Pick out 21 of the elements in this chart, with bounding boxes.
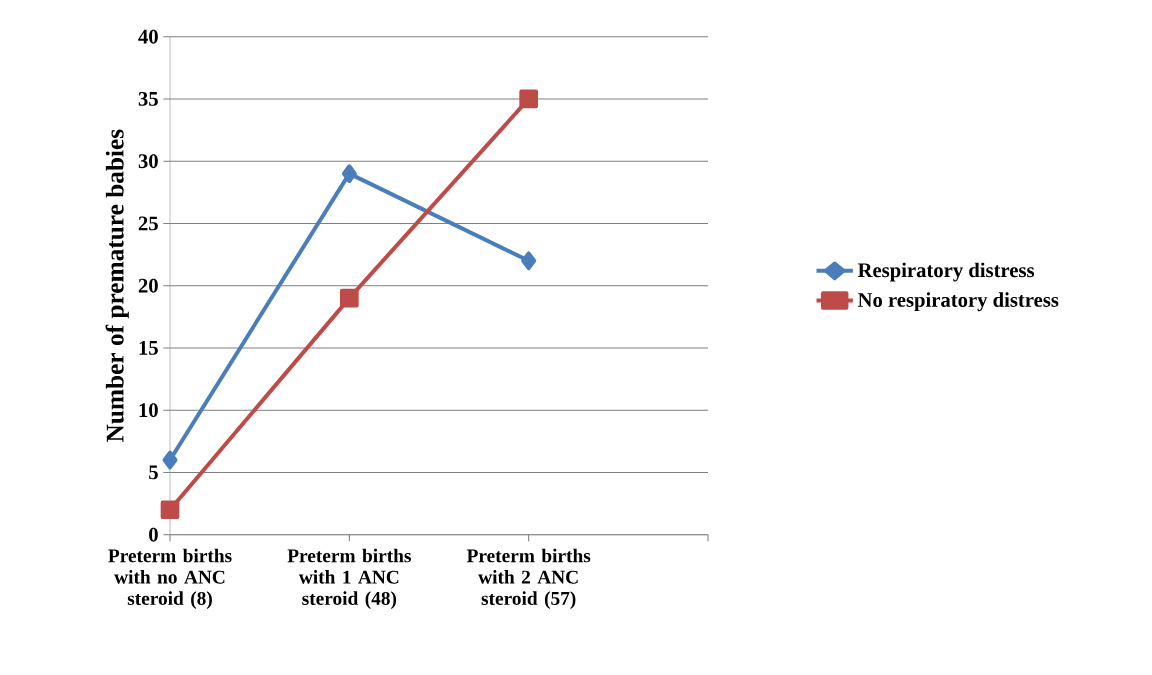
y-tick-label: 40	[138, 29, 158, 44]
y-tick-label: 0	[149, 527, 158, 542]
x-tick-label: Preterm births with 2 ANC steroid (57)	[466, 548, 591, 609]
point	[519, 89, 538, 109]
y-tick-label: 35	[138, 91, 158, 106]
y-tick-label: 15	[139, 341, 158, 355]
point	[341, 164, 357, 183]
x-tick-label: Preterm births with no ANC steroid (8)	[108, 548, 232, 609]
y-tick-label: 25	[138, 216, 158, 231]
y-tick-label: 20	[138, 278, 158, 293]
y-tick-label: 10	[139, 403, 158, 418]
y-tick-label: 5	[149, 465, 158, 480]
point	[160, 500, 180, 520]
x-tick-label: Preterm births with 1 ANC steroid (48)	[287, 548, 411, 609]
y-tick-label: 30	[138, 154, 158, 169]
point	[162, 450, 178, 470]
y-axis-title: Number of premature babies	[105, 129, 129, 442]
point	[340, 288, 359, 308]
legend-label: Respiratory distress	[857, 262, 1035, 282]
point	[521, 251, 537, 271]
legend-label: No respiratory distress	[857, 292, 1059, 312]
